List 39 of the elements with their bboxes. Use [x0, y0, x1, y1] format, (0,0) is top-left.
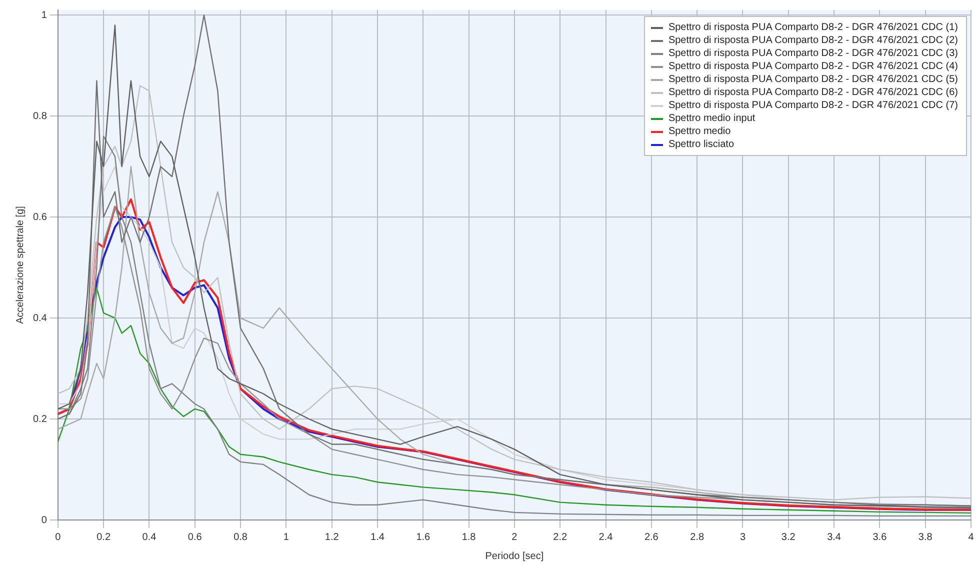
legend-label: Spettro di risposta PUA Comparto D8-2 - DGR 476/2021 CDC (6) [668, 87, 958, 98]
x-tick-label: 4 [968, 532, 974, 543]
x-tick-label: 0.2 [96, 532, 111, 543]
x-tick-label: 0.6 [188, 532, 202, 543]
x-tick-label: 2 [512, 532, 518, 543]
legend-label: Spettro di risposta PUA Comparto D8-2 - DGR 476/2021 CDC (3) [668, 48, 958, 59]
y-tick-label: 0.4 [32, 312, 48, 324]
x-tick-label: 1.4 [370, 532, 385, 543]
x-tick-label: 3.8 [918, 532, 933, 543]
x-tick-label: 2.2 [553, 532, 568, 543]
legend-label: Spettro lisciato [668, 139, 734, 150]
x-tick-label: 0.4 [142, 532, 157, 543]
x-tick-label: 2.6 [644, 532, 659, 543]
y-tick-label: 0.2 [32, 414, 48, 425]
y-tick-label: 0.8 [32, 110, 48, 122]
y-axis-title: Accelerazione spettrale [g] [14, 206, 26, 324]
x-tick-label: 1 [283, 532, 290, 543]
legend-label: Spettro medio input [668, 113, 756, 124]
x-tick-label: 3.4 [827, 532, 842, 543]
legend-label: Spettro medio [668, 126, 731, 137]
legend-label: Spettro di risposta PUA Comparto D8-2 - DGR 476/2021 CDC (2) [668, 35, 958, 46]
x-tick-label: 3.2 [781, 532, 796, 543]
legend-label: Spettro di risposta PUA Comparto D8-2 - DGR 476/2021 CDC (5) [668, 74, 958, 85]
y-tick-label: 0.6 [32, 212, 48, 223]
x-tick-label: 0 [55, 532, 62, 543]
x-tick-label: 1.6 [416, 532, 431, 543]
x-tick-label: 3 [740, 532, 746, 543]
legend-label: Spettro di risposta PUA Comparto D8-2 - DGR 476/2021 CDC (7) [668, 100, 958, 111]
legend-label: Spettro di risposta PUA Comparto D8-2 - DGR 476/2021 CDC (4) [668, 61, 958, 72]
x-tick-label: 1.8 [462, 532, 476, 543]
x-tick-label: 3.6 [872, 532, 888, 543]
legend-label: Spettro di risposta PUA Comparto D8-2 - DGR 476/2021 CDC (1) [668, 22, 958, 33]
y-tick-label: 0 [41, 514, 48, 526]
x-tick-label: 0.8 [234, 532, 248, 543]
x-tick-label: 2.8 [690, 532, 704, 543]
x-axis-title: Periodo [sec] [485, 550, 544, 562]
y-tick-label: 1 [41, 10, 48, 21]
x-tick-label: 2.4 [598, 532, 614, 543]
x-tick-label: 1.2 [324, 532, 340, 543]
